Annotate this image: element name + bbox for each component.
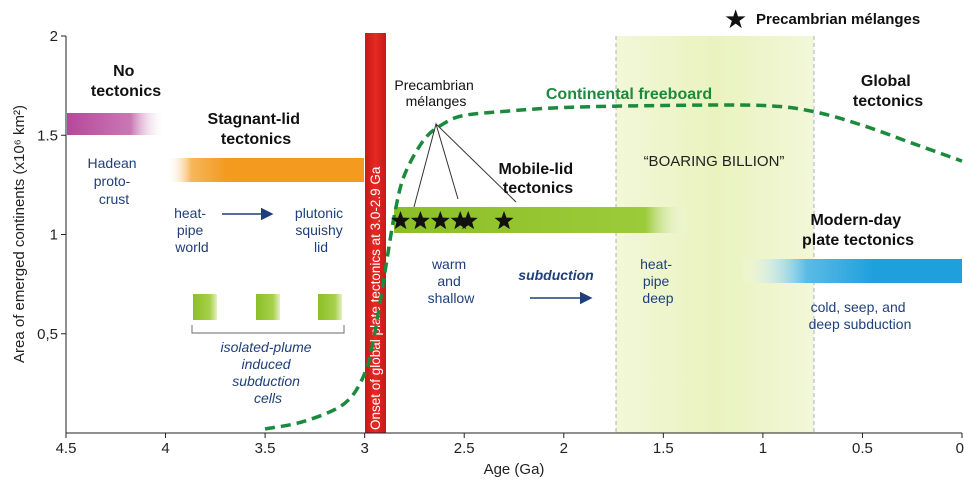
melange-star-icon bbox=[410, 211, 430, 230]
warm-shallow-label: warm and shallow bbox=[428, 256, 476, 306]
x-tick-label: 2.5 bbox=[454, 440, 475, 457]
x-tick-label: 1 bbox=[759, 440, 767, 457]
boaring-billion-band bbox=[616, 36, 814, 433]
plume-block-3 bbox=[318, 294, 342, 320]
melange-markers bbox=[391, 211, 514, 230]
isolated-plume-label: isolated-plume induced subduction cells bbox=[221, 339, 316, 406]
cold-seep-label: cold, seep, and deep subduction bbox=[809, 299, 912, 332]
modern-day-bar bbox=[740, 259, 962, 283]
plume-block-2 bbox=[256, 294, 280, 320]
x-axis-title: Age (Ga) bbox=[484, 461, 545, 478]
y-tick-label: 0,5 bbox=[37, 326, 58, 343]
modern-day-label: Modern-day plate tectonics bbox=[802, 212, 914, 249]
plume-block-1 bbox=[193, 294, 217, 320]
global-tectonics-label: Global tectonics bbox=[853, 73, 923, 110]
hadean-bar bbox=[67, 113, 165, 135]
melange-star-icon bbox=[391, 211, 410, 230]
legend-star-icon: ★ bbox=[724, 4, 747, 34]
melanges-pointer bbox=[413, 122, 517, 208]
x-tick-label: 3 bbox=[360, 440, 368, 457]
heat-pipe-world-label: heat- pipe world bbox=[174, 205, 210, 255]
stagnant-lid-bar bbox=[168, 158, 364, 182]
y-axis-title: Area of emerged continents (x10⁶ km²) bbox=[11, 105, 28, 363]
heat-pipe-deep-label: heat- pipe deep bbox=[640, 256, 676, 306]
no-tectonics-label: No tectonics bbox=[91, 63, 161, 100]
continental-freeboard-curve bbox=[264, 103, 963, 431]
y-ticks: 2 1.5 1 0,5 bbox=[37, 28, 66, 343]
boaring-billion-label: “BOARING BILLION” bbox=[644, 153, 785, 170]
x-ticks: 4.5 4 3.5 3 2.5 2 1.5 1 0.5 0 bbox=[56, 433, 964, 457]
y-tick-label: 1 bbox=[50, 227, 58, 244]
hadean-label: Hadean proto- crust bbox=[88, 155, 141, 207]
y-tick-label: 1.5 bbox=[37, 127, 58, 144]
x-tick-label: 4 bbox=[161, 440, 169, 457]
legend-label: Precambrian mélanges bbox=[756, 11, 920, 28]
onset-band bbox=[365, 33, 386, 433]
continental-freeboard-label: Continental freeboard bbox=[546, 86, 712, 103]
plutonic-label: plutonic squishy lid bbox=[295, 205, 347, 255]
melange-star-icon bbox=[450, 211, 470, 230]
melange-star-icon bbox=[494, 211, 514, 230]
onset-label: Onset of global plate tectonics at 3.0-2… bbox=[368, 166, 383, 430]
melange-star-icon bbox=[458, 211, 478, 230]
stagnant-lid-label: Stagnant-lid tectonics bbox=[208, 111, 305, 148]
x-tick-label: 1.5 bbox=[653, 440, 674, 457]
x-tick-label: 0 bbox=[956, 440, 964, 457]
precambrian-melanges-label: Precambrian mélanges bbox=[394, 77, 477, 109]
y-tick-label: 2 bbox=[50, 28, 58, 45]
plume-bracket bbox=[191, 325, 345, 334]
mobile-lid-label: Mobile-lid tectonics bbox=[498, 161, 577, 197]
subduction-label: subduction bbox=[518, 267, 593, 283]
x-tick-label: 2 bbox=[560, 440, 568, 457]
x-tick-label: 4.5 bbox=[56, 440, 77, 457]
x-tick-label: 3.5 bbox=[255, 440, 276, 457]
x-tick-label: 0.5 bbox=[852, 440, 873, 457]
melange-star-icon bbox=[430, 211, 450, 230]
